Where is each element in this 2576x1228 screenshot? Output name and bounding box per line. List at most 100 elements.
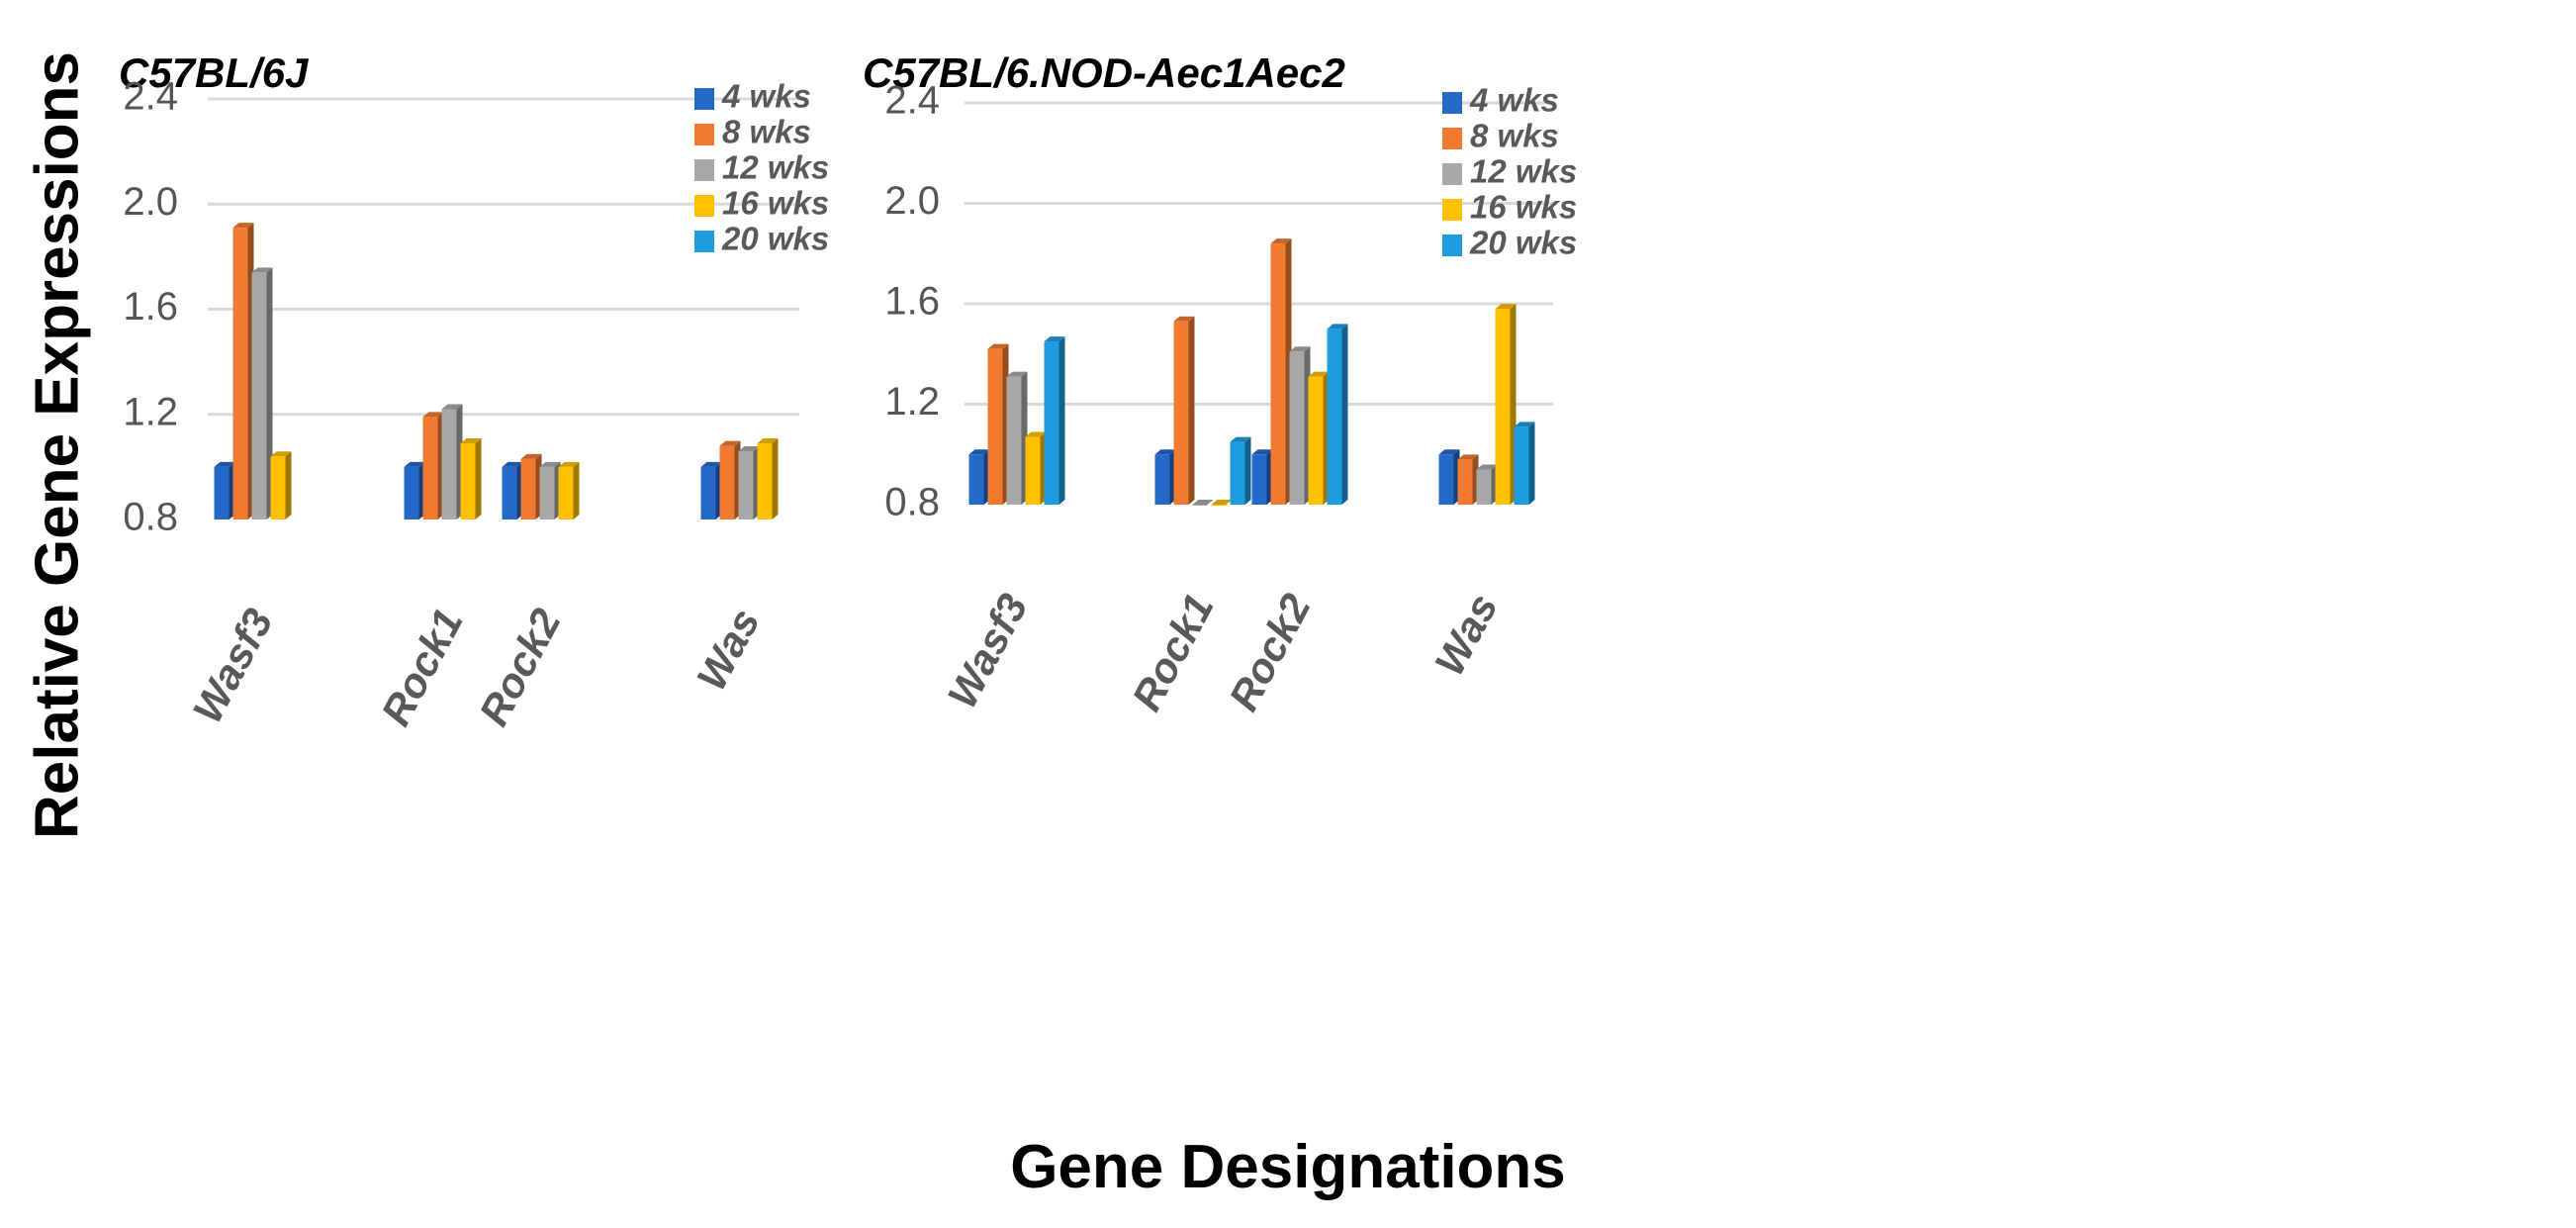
bar (1457, 454, 1479, 505)
legend-label: 12 wks (1470, 153, 1577, 190)
bar-top (251, 267, 273, 273)
bar-face (1476, 469, 1492, 505)
bar (441, 404, 463, 520)
bar-face (1173, 321, 1189, 505)
bar-face (460, 442, 476, 520)
bar (1006, 371, 1028, 505)
bar-side (1058, 336, 1065, 505)
bar (1438, 449, 1460, 505)
bar-face (1438, 454, 1454, 505)
bar-top (968, 449, 990, 455)
bar-top (1044, 336, 1065, 342)
bar-face (1289, 351, 1305, 505)
bar-side (1188, 316, 1195, 505)
bar-side (1341, 324, 1348, 505)
bar-top (700, 461, 722, 467)
bar-face (270, 456, 286, 520)
bar-face (404, 466, 419, 520)
bar (1514, 422, 1535, 505)
bar-face (1495, 309, 1511, 505)
bar-top (1173, 316, 1195, 322)
chart-panel-2: C57BL/6.NOD-Aec1Aec2 0.8 1.2 1.6 2.0 2.4 Wasf3… (863, 49, 1577, 718)
bar-face (987, 348, 1003, 505)
legend-item: 12 wks (694, 149, 829, 186)
y-tick-label: 0.8 (884, 481, 940, 524)
x-tick-label: Rock1 (372, 601, 472, 732)
bar (1192, 500, 1214, 506)
bar (1044, 336, 1065, 505)
bar-top (422, 412, 444, 418)
x-tick-label: Wasf3 (939, 586, 1037, 715)
bar-face (968, 454, 984, 505)
y-tick-label: 2.0 (123, 180, 178, 224)
bar-top (214, 461, 235, 467)
y-tick-label: 1.2 (884, 380, 940, 424)
bar-face (757, 442, 773, 520)
bar-top (1457, 454, 1479, 460)
bar-face (441, 409, 457, 520)
bar-side (475, 437, 482, 520)
bar-top (1230, 436, 1251, 442)
bar-top (1495, 304, 1517, 310)
x-tick-label: Was (1426, 586, 1507, 683)
bar (1025, 431, 1047, 505)
bar-face (738, 450, 754, 520)
bar-face (1308, 376, 1324, 505)
legend-label: 16 wks (722, 185, 829, 222)
bar-top (738, 445, 760, 451)
bar (1289, 346, 1311, 505)
bar-top (441, 404, 463, 410)
bar-face (232, 228, 248, 520)
bar (558, 461, 580, 520)
bar (232, 223, 254, 520)
bar-top (1438, 449, 1460, 455)
bar-face (1514, 426, 1529, 505)
bar-side (1528, 422, 1535, 505)
chart-title: C57BL/6.NOD-Aec1Aec2 (863, 49, 1345, 96)
bar (757, 437, 779, 520)
bar-top (1192, 500, 1214, 505)
bar (270, 451, 292, 520)
chart-title: C57BL/6J (119, 49, 310, 96)
legend-item: 16 wks (694, 185, 829, 222)
legend-item: 8 wks (1442, 118, 1559, 154)
legend-label: 8 wks (722, 114, 811, 150)
bar-face (1211, 505, 1227, 506)
bar-face (520, 458, 536, 520)
bar (987, 343, 1009, 505)
bar-top (1289, 346, 1311, 352)
legend-item: 12 wks (1442, 153, 1577, 190)
legend-item: 20 wks (1442, 225, 1577, 261)
y-axis-label: Relative Gene Expressions (23, 51, 91, 839)
bar-face (1457, 459, 1473, 505)
bar-top (1476, 464, 1498, 470)
bar-face (1251, 454, 1267, 505)
bar-face (1025, 436, 1041, 505)
bar-side (573, 461, 580, 520)
x-tick-label: Wasf3 (184, 601, 282, 730)
bar (1476, 464, 1498, 505)
bar-top (1327, 324, 1348, 330)
bar-top (1025, 431, 1047, 437)
bar (539, 461, 561, 520)
y-tick-label: 1.2 (123, 390, 178, 433)
x-tick-label: Rock2 (470, 601, 570, 732)
bar-top (1270, 238, 1292, 244)
legend-label: 20 wks (721, 221, 829, 257)
bar-side (285, 451, 292, 520)
bar (1154, 449, 1176, 505)
legend-item: 20 wks (694, 221, 829, 257)
bar (719, 440, 741, 520)
x-tick-label: Rock1 (1123, 586, 1223, 717)
bar (460, 437, 482, 520)
legend-label: 4 wks (1469, 82, 1559, 119)
bar (520, 453, 542, 520)
legend-swatch (694, 195, 714, 217)
legend-label: 12 wks (722, 149, 829, 186)
bar-face (1154, 454, 1170, 505)
bar-face (539, 466, 555, 520)
bar-top (719, 440, 741, 446)
bar-top (757, 437, 779, 443)
bar-face (251, 272, 267, 520)
